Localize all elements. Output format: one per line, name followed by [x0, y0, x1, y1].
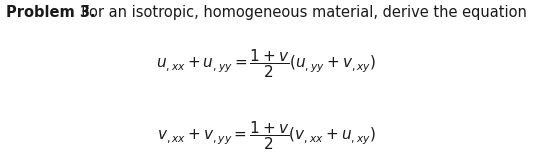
Text: $v_{,xx}+ v_{,yy} = \dfrac{1+v}{2}\left(v_{,xx}+ u_{,xy}\right)$: $v_{,xx}+ v_{,yy} = \dfrac{1+v}{2}\left(… [157, 119, 376, 152]
Text: Problem 3.: Problem 3. [6, 5, 96, 20]
Text: $u_{,xx}+ u_{,yy} = \dfrac{1+v}{2}\left(u_{,yy}+ v_{,xy}\right)$: $u_{,xx}+ u_{,yy} = \dfrac{1+v}{2}\left(… [156, 48, 377, 80]
Text: For an isotropic, homogeneous material, derive the equation: For an isotropic, homogeneous material, … [72, 5, 527, 20]
